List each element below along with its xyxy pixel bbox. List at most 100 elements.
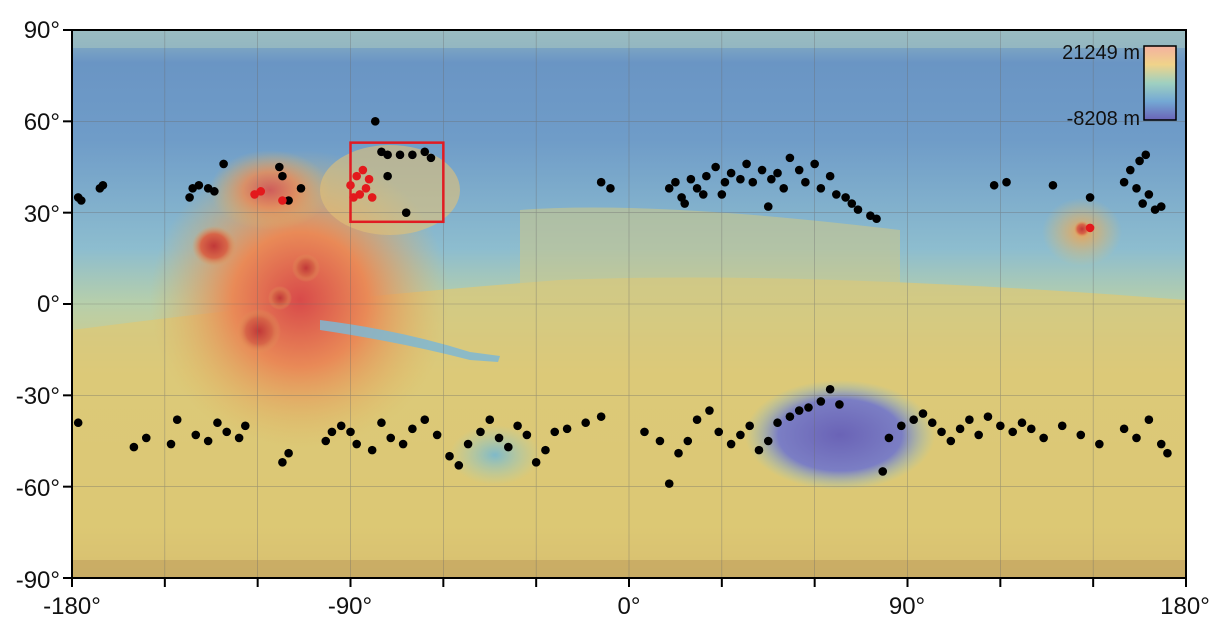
- black-marker: [692, 415, 702, 424]
- black-marker: [377, 418, 386, 428]
- black-marker: [194, 180, 204, 190]
- black-marker: [1002, 177, 1011, 187]
- y-tick-label: -30°: [16, 383, 60, 410]
- black-marker: [129, 442, 139, 452]
- black-marker: [816, 184, 826, 193]
- black-marker: [454, 461, 464, 470]
- y-tick-label: 60°: [24, 109, 60, 136]
- black-marker: [1144, 190, 1154, 199]
- black-marker: [203, 436, 213, 446]
- black-marker: [955, 424, 965, 434]
- black-marker: [476, 427, 485, 437]
- black-marker: [1132, 184, 1141, 193]
- black-marker: [352, 439, 361, 449]
- black-marker: [420, 147, 430, 157]
- black-marker: [872, 214, 881, 224]
- black-marker: [794, 165, 804, 175]
- y-tick-label: -90°: [16, 567, 60, 594]
- y-tick-label: 30°: [24, 201, 60, 228]
- black-marker: [98, 180, 108, 190]
- black-marker: [801, 177, 810, 187]
- black-marker: [166, 439, 176, 449]
- black-marker: [606, 184, 615, 193]
- black-marker: [278, 171, 287, 181]
- black-marker: [686, 174, 696, 184]
- lat-lon-grid: [72, 30, 1186, 578]
- black-marker: [185, 193, 194, 202]
- black-marker: [763, 436, 773, 446]
- black-marker: [745, 421, 754, 431]
- black-marker: [398, 439, 408, 449]
- black-marker: [974, 430, 983, 440]
- black-marker: [383, 171, 392, 181]
- black-marker: [664, 479, 674, 488]
- red-marker: [367, 193, 377, 202]
- black-marker: [825, 384, 835, 394]
- black-marker: [370, 117, 380, 126]
- black-marker: [541, 445, 550, 455]
- black-marker: [213, 418, 222, 428]
- black-marker: [210, 187, 219, 196]
- legend-max-label: 21249 m: [1062, 42, 1140, 64]
- y-axis-labels: 90° 60° 30° 0° -30° -60° -90°: [16, 17, 60, 594]
- black-marker: [835, 400, 844, 409]
- black-marker: [1156, 439, 1166, 449]
- black-marker: [1057, 421, 1067, 431]
- black-marker: [705, 406, 714, 415]
- black-marker: [717, 190, 727, 199]
- black-marker: [698, 190, 708, 199]
- black-marker: [779, 184, 789, 193]
- black-marker: [1135, 156, 1144, 166]
- red-marker: [256, 187, 266, 196]
- black-marker: [816, 397, 826, 406]
- black-marker: [804, 403, 813, 412]
- black-marker: [1119, 424, 1129, 434]
- black-marker: [1126, 165, 1135, 175]
- black-marker: [1048, 180, 1058, 190]
- black-marker: [714, 427, 724, 437]
- black-marker: [1085, 193, 1095, 202]
- black-marker: [275, 162, 284, 172]
- black-marker: [485, 415, 495, 424]
- black-marker: [321, 436, 331, 446]
- black-marker: [284, 196, 293, 205]
- black-marker: [655, 436, 665, 446]
- black-marker: [897, 421, 906, 431]
- black-marker: [763, 202, 773, 211]
- black-marker: [1095, 439, 1104, 449]
- black-marker: [401, 208, 411, 217]
- black-marker: [513, 421, 522, 431]
- black-marker: [1017, 418, 1027, 428]
- x-tick-label: 0°: [618, 593, 641, 620]
- y-tick-label: 0°: [37, 291, 60, 318]
- black-marker: [383, 150, 392, 160]
- black-marker: [386, 433, 396, 443]
- black-marker: [937, 427, 946, 437]
- black-marker: [1156, 202, 1166, 211]
- black-marker: [408, 150, 417, 160]
- black-marker: [909, 415, 918, 424]
- black-marker: [531, 458, 541, 467]
- black-marker: [522, 430, 532, 440]
- black-marker: [773, 418, 782, 428]
- black-marker: [1119, 177, 1129, 187]
- black-marker: [884, 433, 894, 443]
- black-marker: [785, 412, 795, 421]
- black-marker: [754, 445, 764, 455]
- black-marker: [683, 436, 693, 446]
- black-marker: [664, 184, 674, 193]
- black-marker: [1008, 427, 1018, 437]
- black-marker: [395, 150, 405, 160]
- black-marker: [671, 177, 680, 187]
- black-marker: [445, 451, 454, 461]
- black-marker: [640, 427, 649, 437]
- black-marker: [1039, 433, 1048, 443]
- x-axis-labels: -180° -90° 0° 90° 180°: [43, 593, 1210, 620]
- black-marker: [736, 174, 745, 184]
- black-marker: [674, 448, 683, 458]
- black-marker: [494, 433, 504, 443]
- black-marker: [878, 467, 888, 476]
- black-marker: [847, 199, 857, 208]
- black-marker: [773, 168, 782, 178]
- black-marker: [1076, 430, 1086, 440]
